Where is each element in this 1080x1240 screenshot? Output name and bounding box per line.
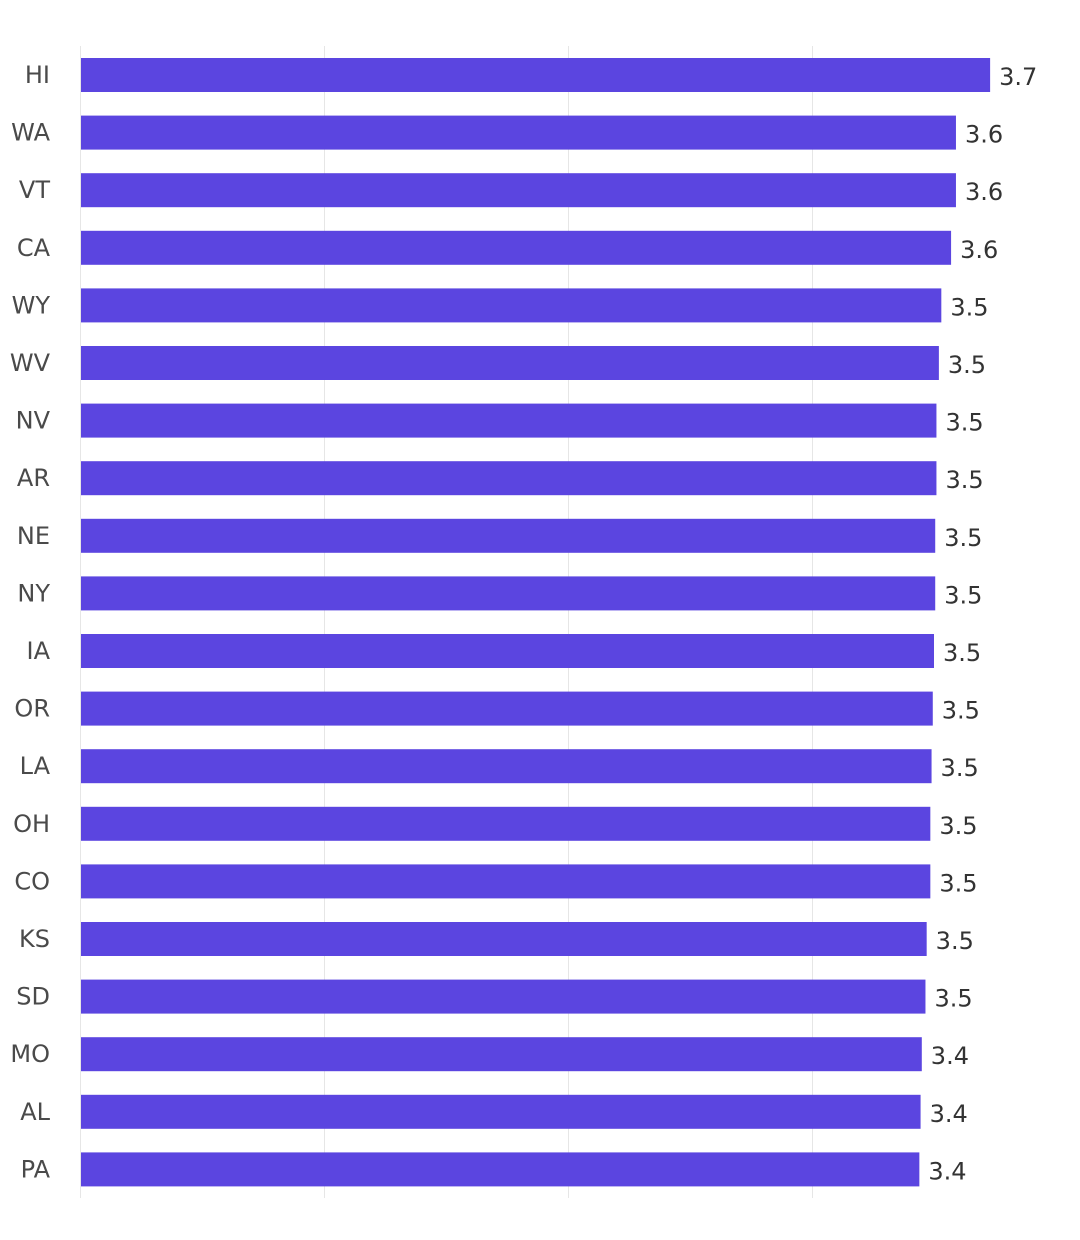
bar-oh (81, 806, 931, 841)
bar-ca (81, 230, 952, 265)
value-label-ia: 3.5 (943, 639, 981, 667)
bar-hi (81, 58, 991, 92)
value-label-ca: 3.6 (960, 236, 998, 264)
category-label-or: OR (14, 695, 50, 723)
bar-wy (81, 288, 942, 323)
bar-pa (81, 1152, 920, 1187)
value-label-vt: 3.6 (965, 178, 1003, 206)
value-labels: 3.7 3.6 3.6 3.6 3.5 3.5 3.5 3.5 3.5 3.5 3.5 3.5 3.5 3… (928, 63, 1037, 1185)
category-label-oh: OH (13, 810, 50, 838)
category-label-ny: NY (17, 579, 50, 607)
bar-la (81, 749, 932, 784)
value-label-pa: 3.4 (928, 1157, 966, 1185)
bar-co (81, 864, 931, 899)
value-label-hi: 3.7 (999, 63, 1037, 91)
value-label-oh: 3.5 (939, 812, 977, 840)
value-label-ar: 3.5 (945, 466, 983, 494)
category-label-ia: IA (27, 637, 51, 665)
value-label-wv: 3.5 (948, 351, 986, 379)
value-label-al: 3.4 (930, 1100, 968, 1128)
category-label-wa: WA (11, 119, 50, 147)
bar-ne (81, 518, 936, 553)
value-label-mo: 3.4 (931, 1042, 969, 1070)
value-label-ny: 3.5 (944, 581, 982, 609)
category-label-vt: VT (19, 176, 50, 204)
value-label-co: 3.5 (939, 869, 977, 897)
bar-ks (81, 922, 927, 956)
value-label-wy: 3.5 (950, 293, 988, 321)
value-label-nv: 3.5 (945, 409, 983, 437)
bars (81, 58, 991, 1187)
bar-sd (81, 979, 926, 1014)
value-label-wa: 3.6 (965, 121, 1003, 149)
category-label-co: CO (14, 867, 50, 895)
category-label-nv: NV (16, 407, 51, 435)
category-label-la: LA (20, 752, 51, 780)
category-label-wv: WV (10, 349, 51, 377)
value-label-ne: 3.5 (944, 524, 982, 552)
category-labels: HI WA VT CA WY WV NV AR NE NY IA OR LA OH CO KS SD MO AL PA (10, 61, 51, 1183)
bar-vt (81, 173, 956, 208)
bar-nv (81, 403, 937, 438)
category-label-ks: KS (19, 925, 50, 953)
category-label-hi: HI (25, 61, 50, 89)
category-label-pa: PA (21, 1155, 51, 1183)
bar-ar (81, 461, 937, 496)
bar-al (81, 1094, 921, 1129)
category-label-mo: MO (10, 1040, 50, 1068)
value-label-ks: 3.5 (936, 927, 974, 955)
bar-ny (81, 576, 936, 611)
category-label-wy: WY (12, 291, 51, 319)
gridlines (80, 46, 813, 1198)
category-label-al: AL (20, 1098, 50, 1126)
bar-wa (81, 115, 956, 150)
value-label-la: 3.5 (941, 754, 979, 782)
bar-or (81, 691, 933, 726)
category-label-ne: NE (17, 522, 50, 550)
category-label-ar: AR (17, 464, 50, 492)
bar-mo (81, 1037, 922, 1072)
category-label-ca: CA (17, 234, 51, 262)
bar-ia (81, 634, 934, 668)
value-label-sd: 3.5 (934, 985, 972, 1013)
value-label-or: 3.5 (942, 697, 980, 725)
category-label-sd: SD (16, 983, 50, 1011)
bar-wv (81, 346, 939, 380)
